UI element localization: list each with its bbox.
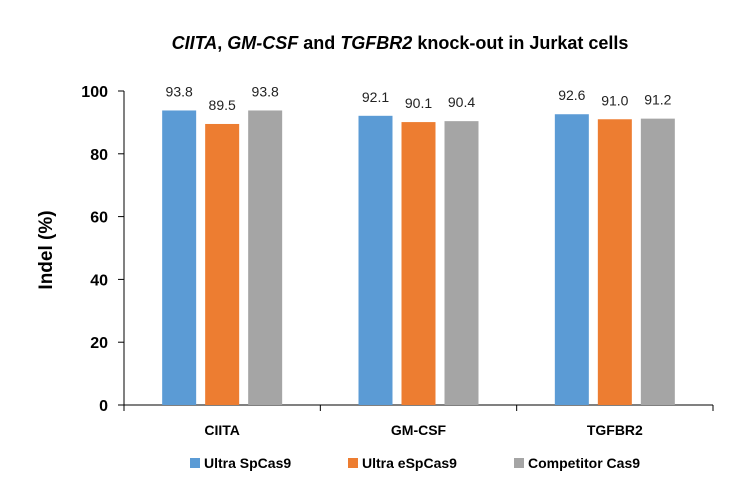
data-label: 93.8 [166,83,193,99]
axes: 0 20 40 60 80 100 CIITA GM-CSF TGFBR2 [81,84,714,438]
bar [597,119,632,405]
data-label: 90.4 [448,94,475,110]
data-label: 89.5 [209,97,236,113]
y-tick-label: 80 [90,147,108,164]
chart-title: CIITA, GM-CSF and TGFBR2 knock-out in Ju… [172,33,629,53]
bar [401,122,436,405]
y-tick-label: 0 [99,398,108,415]
data-label: 93.8 [252,83,279,99]
bar [640,118,675,405]
data-label: 91.2 [644,92,671,108]
bar [444,121,479,406]
bar [554,114,589,406]
y-axis-label: Indel (%) [36,210,57,289]
bar [162,110,197,405]
title-part: , [217,33,227,53]
legend: Ultra SpCas9 Ultra eSpCas9 Competitor Cas9 [190,455,640,471]
bar [248,110,283,405]
x-tick-label: GM-CSF [391,422,447,438]
data-label: 92.1 [362,89,389,105]
y-tick-label: 20 [90,335,108,352]
legend-swatch [514,458,524,468]
title-part: and [298,33,340,53]
legend-label: Competitor Cas9 [528,455,640,471]
legend-swatch [348,458,358,468]
bar [205,123,240,405]
bar [358,115,393,405]
data-label: 90.1 [405,95,432,111]
data-label: 92.6 [558,87,585,103]
title-part: CIITA [172,33,218,53]
bars-group [162,110,675,406]
y-tick-label: 100 [81,84,108,101]
title-part: knock-out in Jurkat cells [412,33,628,53]
y-tick-label: 40 [90,272,108,289]
x-tick-label: CIITA [204,422,240,438]
data-label: 91.0 [601,92,628,108]
legend-label: Ultra eSpCas9 [362,455,457,471]
x-tick-label: TGFBR2 [587,422,643,438]
title-part: TGFBR2 [340,33,412,53]
data-labels-group: 93.8 92.1 92.6 89.5 90.1 91.0 93.8 90.4 91.2 [166,83,672,113]
legend-label: Ultra SpCas9 [204,455,291,471]
title-part: GM-CSF [227,33,299,53]
legend-swatch [190,458,200,468]
y-tick-label: 60 [90,210,108,227]
